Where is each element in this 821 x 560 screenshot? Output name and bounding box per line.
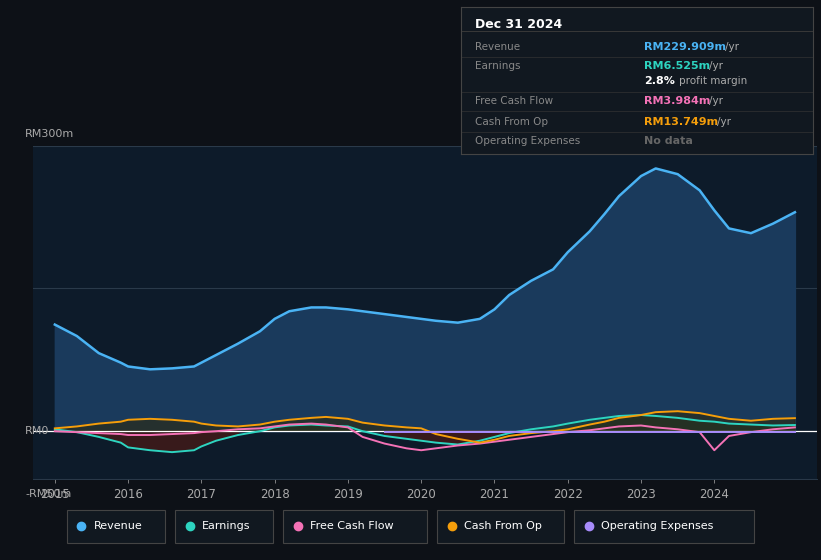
Text: /yr: /yr <box>725 42 739 52</box>
Text: Earnings: Earnings <box>202 521 250 531</box>
Text: RM13.749m: RM13.749m <box>644 116 718 127</box>
Text: Dec 31 2024: Dec 31 2024 <box>475 17 562 31</box>
FancyBboxPatch shape <box>67 510 165 543</box>
Text: RM6.525m: RM6.525m <box>644 61 710 71</box>
Text: -RM50m: -RM50m <box>25 489 71 499</box>
Text: RM0: RM0 <box>25 426 49 436</box>
Text: Free Cash Flow: Free Cash Flow <box>310 521 394 531</box>
Text: 2.8%: 2.8% <box>644 76 675 86</box>
Text: /yr: /yr <box>709 96 723 106</box>
Text: /yr: /yr <box>709 61 723 71</box>
Text: Revenue: Revenue <box>475 42 521 52</box>
Text: Free Cash Flow: Free Cash Flow <box>475 96 553 106</box>
Text: Cash From Op: Cash From Op <box>464 521 542 531</box>
Text: No data: No data <box>644 136 693 146</box>
FancyBboxPatch shape <box>283 510 427 543</box>
FancyBboxPatch shape <box>175 510 273 543</box>
Text: Revenue: Revenue <box>94 521 142 531</box>
Text: profit margin: profit margin <box>679 76 747 86</box>
Text: Operating Expenses: Operating Expenses <box>601 521 713 531</box>
Text: Earnings: Earnings <box>475 61 521 71</box>
Text: Operating Expenses: Operating Expenses <box>475 136 580 146</box>
FancyBboxPatch shape <box>437 510 564 543</box>
Text: RM3.984m: RM3.984m <box>644 96 710 106</box>
Text: RM300m: RM300m <box>25 129 74 139</box>
Text: /yr: /yr <box>718 116 732 127</box>
FancyBboxPatch shape <box>574 510 754 543</box>
Text: Cash From Op: Cash From Op <box>475 116 548 127</box>
Text: RM229.909m: RM229.909m <box>644 42 726 52</box>
